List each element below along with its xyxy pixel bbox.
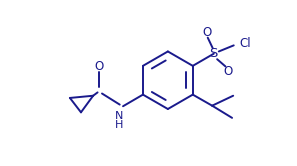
Text: Cl: Cl xyxy=(239,37,251,50)
Text: O: O xyxy=(94,60,103,73)
Text: O: O xyxy=(223,65,232,78)
Text: N
H: N H xyxy=(115,111,123,130)
Text: S: S xyxy=(210,47,218,60)
Text: O: O xyxy=(202,26,211,39)
